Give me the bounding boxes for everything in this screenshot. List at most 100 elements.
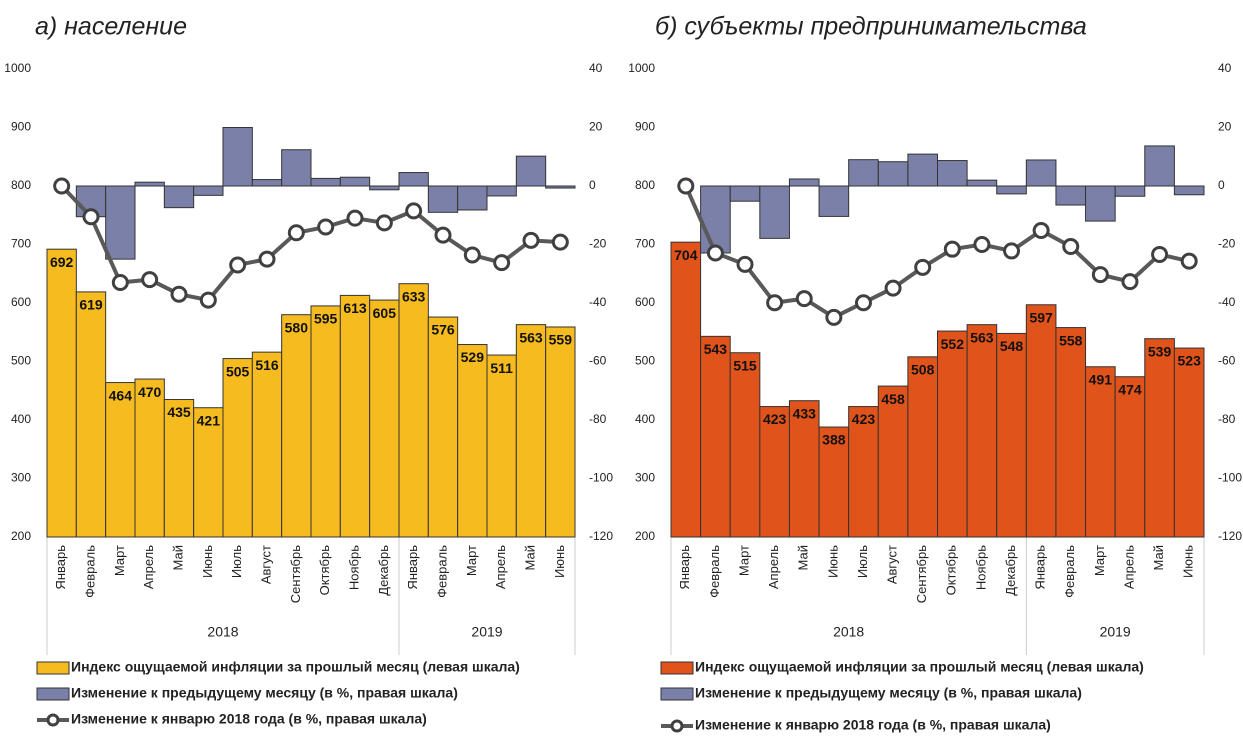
bar xyxy=(545,326,576,538)
line-marker xyxy=(346,209,364,227)
y2-tick-label: 40 xyxy=(1218,61,1232,75)
y2-tick-label: -20 xyxy=(1218,237,1236,251)
legend-label: Индекс ощущаемой инфляции за прошлый мес… xyxy=(71,659,520,675)
bar xyxy=(427,316,459,538)
bar xyxy=(937,160,968,187)
data-label: 505 xyxy=(226,363,250,379)
legend-label: Изменение к предыдущему месяцу (в %, пра… xyxy=(71,685,458,701)
bar xyxy=(105,185,136,260)
data-label: 464 xyxy=(109,387,133,403)
data-label: 692 xyxy=(50,254,74,270)
x-tick-label: Август xyxy=(885,545,900,584)
x-group-label: 2019 xyxy=(1100,624,1131,640)
y2-tick-label: -100 xyxy=(1218,471,1242,485)
bar xyxy=(310,177,341,187)
x-tick-label: Май xyxy=(170,545,185,570)
x-tick-label: Февраль xyxy=(82,545,97,598)
y2-tick-label: 0 xyxy=(589,178,596,192)
y2-tick-label: 20 xyxy=(589,120,603,134)
x-tick-label: Март xyxy=(736,545,751,576)
data-label: 552 xyxy=(941,336,965,352)
bar xyxy=(1144,338,1175,538)
y-tick-label: 900 xyxy=(11,120,31,134)
bar xyxy=(251,179,283,187)
line-marker xyxy=(1151,245,1169,263)
legend-swatch xyxy=(36,687,70,701)
y2-tick-label: -80 xyxy=(589,412,607,426)
chart: а) население2003004005006007008009001000… xyxy=(4,13,613,727)
bar xyxy=(1085,366,1116,538)
x-tick-label: Май xyxy=(522,545,537,570)
y-tick-label: 800 xyxy=(635,178,655,192)
x-tick-label: Апрель xyxy=(493,545,508,589)
x-tick-label: Апрель xyxy=(766,545,781,589)
data-label: 704 xyxy=(674,247,698,263)
data-label: 516 xyxy=(255,357,279,373)
x-tick-label: Январь xyxy=(1033,545,1048,590)
x-tick-label: Июнь xyxy=(552,545,567,578)
legend-label: Изменение к предыдущему месяцу (в %, пра… xyxy=(695,685,1082,701)
bar xyxy=(877,385,909,538)
x-tick-label: Февраль xyxy=(434,545,449,598)
bar xyxy=(281,314,312,538)
y-tick-label: 1000 xyxy=(628,61,655,75)
y-tick-label: 400 xyxy=(11,412,31,426)
line-marker xyxy=(1003,242,1021,260)
y2-tick-label: 40 xyxy=(589,61,603,75)
x-tick-label: Сентябрь xyxy=(288,545,303,603)
bar xyxy=(310,305,341,538)
bar xyxy=(907,356,939,538)
y-tick-label: 700 xyxy=(635,237,655,251)
bar xyxy=(398,172,429,187)
legend-label: Изменение к январю 2018 года (в %, права… xyxy=(695,717,1051,733)
x-tick-label: Ноябрь xyxy=(973,545,988,590)
line-marker xyxy=(53,177,71,195)
bar xyxy=(1144,145,1175,187)
bar xyxy=(339,176,371,187)
line-marker xyxy=(943,240,961,258)
line-marker xyxy=(375,214,393,232)
bar xyxy=(700,335,731,538)
bar xyxy=(848,159,879,187)
bar xyxy=(369,299,400,538)
data-label: 388 xyxy=(822,432,846,448)
x-group-label: 2018 xyxy=(833,624,864,640)
data-label: 470 xyxy=(138,384,162,400)
legend-swatch xyxy=(660,687,694,701)
bar xyxy=(222,358,253,538)
x-tick-label: Май xyxy=(1151,545,1166,570)
line-marker xyxy=(1091,266,1109,284)
x-tick-label: Январь xyxy=(405,545,420,590)
y2-tick-label: -120 xyxy=(1218,529,1242,543)
data-label: 548 xyxy=(1000,338,1024,354)
bar xyxy=(1025,159,1057,187)
bar xyxy=(222,127,253,187)
y2-tick-label: -40 xyxy=(1218,295,1236,309)
bar xyxy=(759,406,790,538)
y-tick-label: 700 xyxy=(11,237,31,251)
y2-tick-label: -40 xyxy=(589,295,607,309)
bar xyxy=(1085,185,1116,222)
x-tick-label: Февраль xyxy=(707,545,722,598)
bar xyxy=(486,354,517,538)
bar xyxy=(788,178,820,187)
y-tick-label: 500 xyxy=(635,354,655,368)
line-marker xyxy=(677,177,695,195)
x-tick-label: Март xyxy=(464,545,479,576)
data-label: 435 xyxy=(167,404,191,420)
line-marker xyxy=(141,271,159,289)
x-tick-label: Апрель xyxy=(1121,545,1136,589)
line-marker xyxy=(170,285,188,303)
data-label: 597 xyxy=(1029,309,1053,325)
chart: б) субъекты предпринимательства200300400… xyxy=(628,13,1242,733)
data-label: 613 xyxy=(343,300,367,316)
line-marker xyxy=(795,290,813,308)
y2-tick-label: -100 xyxy=(589,471,613,485)
bar xyxy=(700,185,731,254)
x-tick-label: Октябрь xyxy=(317,545,332,596)
bar xyxy=(788,400,820,538)
data-label: 595 xyxy=(314,311,338,327)
data-label: 559 xyxy=(549,332,573,348)
bar xyxy=(966,179,998,187)
